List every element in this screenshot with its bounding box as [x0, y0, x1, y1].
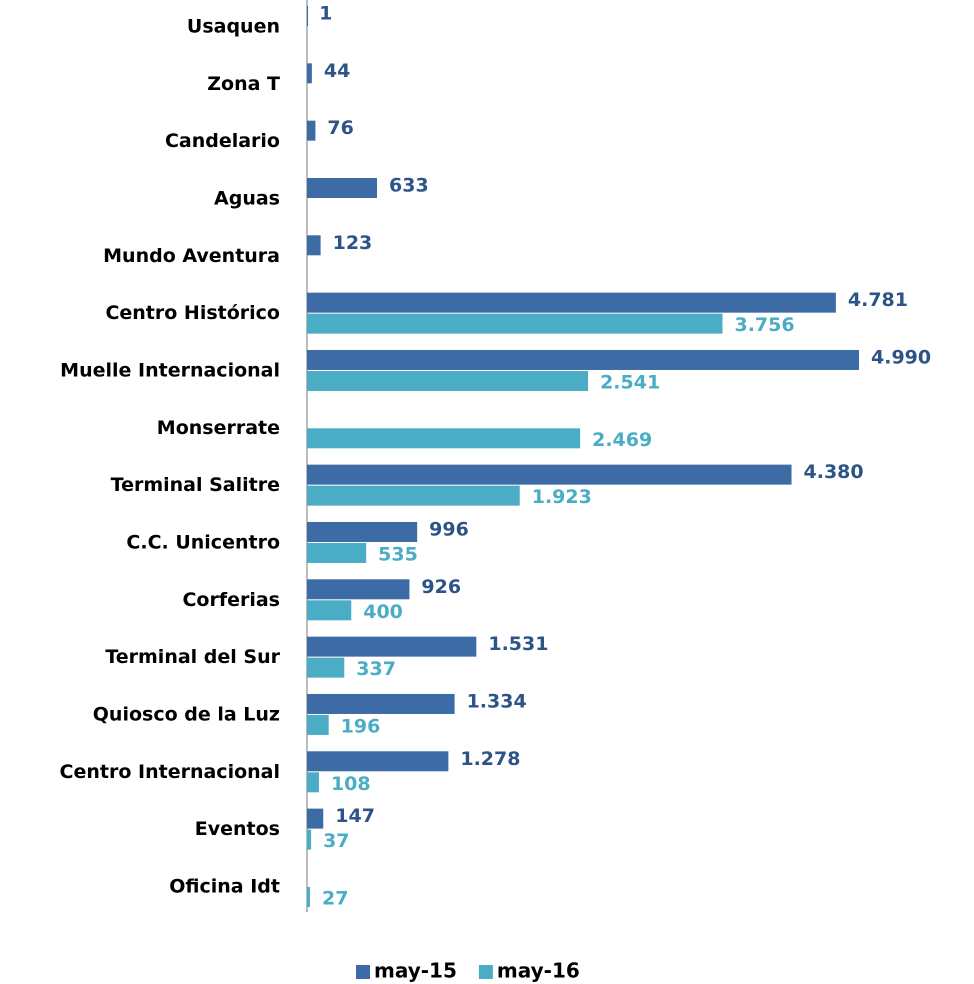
- bar: [307, 829, 312, 850]
- category-label: C.C. Unicentro: [126, 531, 280, 553]
- value-label: 400: [363, 601, 403, 623]
- bar: [307, 292, 836, 313]
- bar: [307, 63, 312, 84]
- value-label: 37: [323, 830, 349, 852]
- category-label: Usaquen: [187, 16, 280, 38]
- bar: [307, 120, 316, 141]
- legend-swatch: [356, 965, 370, 979]
- bar: [307, 751, 449, 772]
- bar: [307, 542, 367, 563]
- value-label: 4.781: [848, 289, 908, 311]
- legend-swatch: [478, 965, 493, 979]
- legend-label: may-16: [497, 959, 580, 983]
- value-label: 123: [333, 232, 373, 254]
- category-label: Terminal del Sur: [105, 646, 280, 668]
- bar: [307, 464, 792, 485]
- bar: [307, 428, 581, 449]
- value-label: 996: [429, 518, 469, 540]
- category-label: Aguas: [214, 187, 280, 209]
- category-label: Eventos: [195, 818, 280, 840]
- bar: [307, 808, 324, 829]
- value-label: 1: [319, 3, 332, 25]
- category-label: Oficina Idt: [169, 875, 280, 897]
- bar: [307, 693, 455, 714]
- value-label: 1.278: [460, 748, 520, 770]
- bar: [307, 714, 329, 735]
- category-label: Corferias: [182, 589, 280, 611]
- value-label: 4.380: [804, 461, 864, 483]
- bar: [307, 313, 723, 334]
- legend-label: may-15: [374, 959, 457, 983]
- category-label: Candelario: [165, 130, 280, 152]
- value-label: 196: [341, 715, 381, 737]
- category-label: Centro Histórico: [105, 302, 280, 324]
- bar: [307, 349, 859, 370]
- bar: [307, 579, 410, 600]
- bar: [307, 886, 310, 907]
- value-label: 1.923: [532, 486, 592, 508]
- category-label: Zona T: [207, 73, 280, 95]
- bar: [307, 636, 477, 657]
- category-label: Centro Internacional: [60, 761, 280, 783]
- category-label: Muelle Internacional: [60, 359, 280, 381]
- value-label: 4.990: [871, 346, 931, 368]
- bar: [307, 521, 418, 542]
- value-label: 3.756: [734, 314, 794, 336]
- bar: [307, 235, 321, 256]
- value-label: 2.469: [592, 429, 652, 451]
- value-label: 76: [327, 117, 353, 139]
- value-label: 2.541: [600, 371, 660, 393]
- value-label: 108: [331, 773, 371, 795]
- bar: [307, 657, 345, 678]
- value-label: 926: [421, 576, 461, 598]
- bar: [307, 600, 352, 621]
- value-label: 337: [356, 658, 396, 680]
- value-label: 1.334: [467, 690, 527, 712]
- value-label: 535: [378, 543, 418, 565]
- category-label: Mundo Aventura: [103, 245, 280, 267]
- category-label: Terminal Salitre: [111, 474, 280, 496]
- category-label: Monserrate: [157, 417, 280, 439]
- bar: [307, 177, 378, 198]
- category-label: Quiosco de la Luz: [93, 703, 280, 725]
- value-label: 633: [389, 174, 429, 196]
- value-label: 44: [324, 60, 350, 82]
- bar: [307, 6, 308, 26]
- bar: [307, 772, 319, 793]
- bar: [307, 485, 520, 506]
- value-label: 147: [335, 805, 375, 827]
- value-label: 1.531: [488, 633, 548, 655]
- value-label: 27: [322, 887, 348, 909]
- bar: [307, 370, 589, 391]
